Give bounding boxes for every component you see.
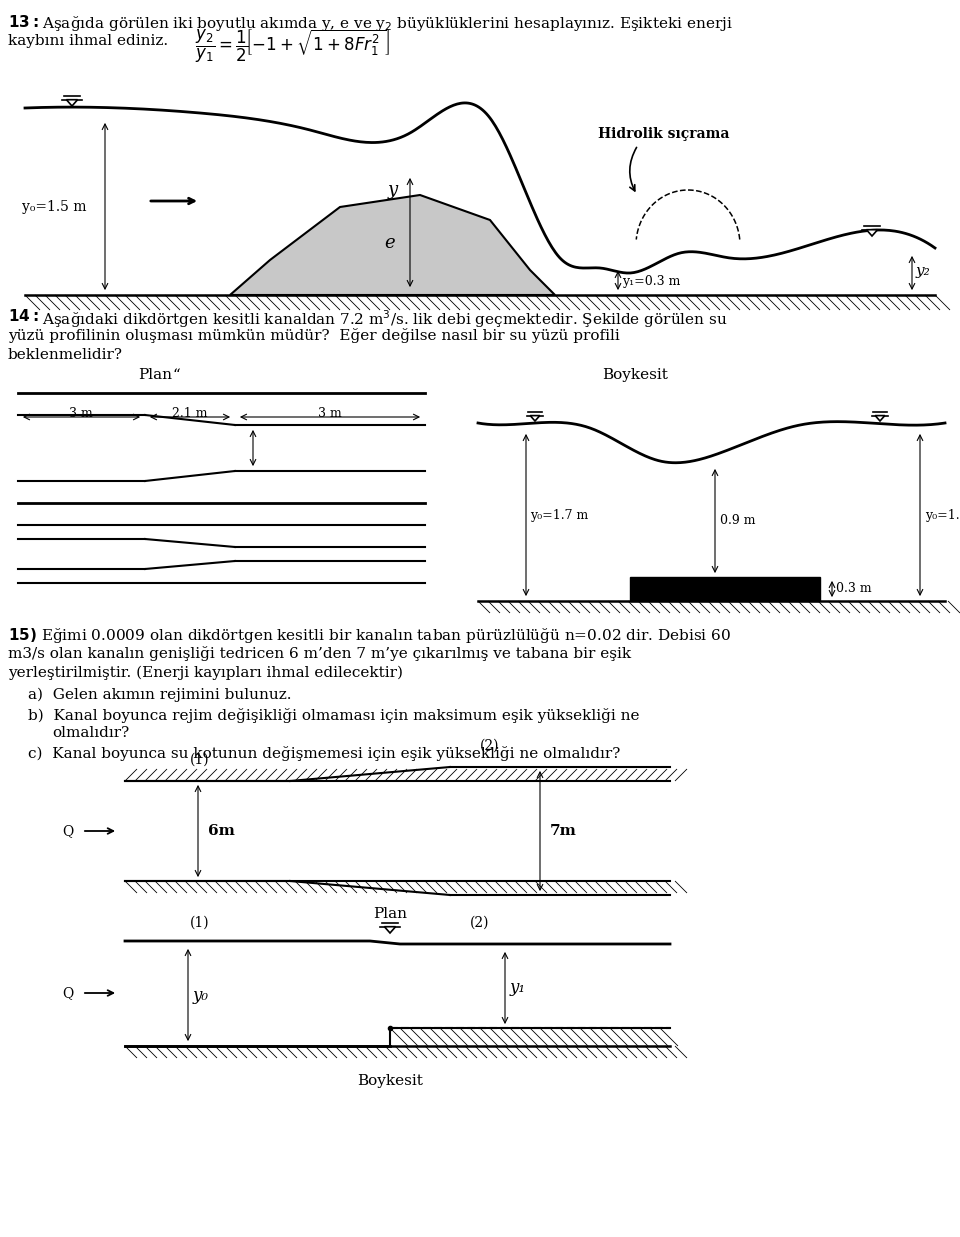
Text: beklenmelidir?: beklenmelidir?	[8, 348, 123, 362]
Text: $\mathbf{14:}$: $\mathbf{14:}$	[8, 308, 38, 324]
Bar	[630, 576, 820, 601]
Text: b)  Kanal boyunca rejim değişikliği olmaması için maksimum eşik yüksekliği ne: b) Kanal boyunca rejim değişikliği olmam…	[28, 708, 639, 722]
Text: y₀: y₀	[193, 987, 209, 1004]
Text: Q: Q	[62, 824, 74, 837]
Text: Hidrolik sıçrama: Hidrolik sıçrama	[598, 127, 730, 141]
Polygon shape	[866, 230, 877, 236]
Text: 6m: 6m	[208, 824, 235, 837]
Text: 0.9 m: 0.9 m	[720, 515, 756, 527]
Text: $\dfrac{y_2}{y_1} = \dfrac{1}{2}\!\left[-1 + \sqrt{1+8Fr_1^2\,}\right]$: $\dfrac{y_2}{y_1} = \dfrac{1}{2}\!\left[…	[195, 28, 390, 66]
Text: y₁: y₁	[510, 980, 526, 997]
Text: $\mathbf{15)}$ Eğimi 0.0009 olan dikdörtgen kesitli bir kanalın taban pürüzlülüğ: $\mathbf{15)}$ Eğimi 0.0009 olan dikdört…	[8, 626, 732, 644]
Text: (2): (2)	[480, 738, 500, 753]
Polygon shape	[384, 927, 396, 933]
Text: “: “	[172, 367, 180, 382]
Text: 3 m: 3 m	[69, 407, 93, 421]
Polygon shape	[66, 100, 78, 106]
Text: (2): (2)	[470, 917, 490, 930]
Polygon shape	[876, 416, 885, 421]
Text: Aşağıdaki dikdörtgen kesitli kanaldan 7.2 m$^3$/s. lik debi geçmektedir. Şekilde: Aşağıdaki dikdörtgen kesitli kanaldan 7.…	[42, 308, 728, 330]
Text: Plan: Plan	[373, 907, 407, 922]
Text: (1): (1)	[190, 917, 210, 930]
Text: y₂: y₂	[916, 263, 931, 278]
Text: a)  Gelen akımın rejimini bulunuz.: a) Gelen akımın rejimini bulunuz.	[28, 688, 292, 703]
Text: 3 m: 3 m	[318, 407, 342, 421]
Text: Boykesit: Boykesit	[602, 367, 668, 382]
Text: yerleştirilmiştir. (Enerji kayıpları ihmal edilecektir): yerleştirilmiştir. (Enerji kayıpları ihm…	[8, 666, 403, 680]
Text: e: e	[385, 234, 396, 252]
Text: y: y	[388, 181, 398, 199]
Text: Plan: Plan	[138, 367, 172, 382]
Text: Boykesit: Boykesit	[357, 1074, 423, 1089]
Text: m3/s olan kanalın genişliği tedricen 6 m’den 7 m’ye çıkarılmış ve tabana bir eşi: m3/s olan kanalın genişliği tedricen 6 m…	[8, 646, 631, 661]
Text: c)  Kanal boyunca su kotunun değişmemesi için eşik yüksekliği ne olmalıdır?: c) Kanal boyunca su kotunun değişmemesi …	[28, 746, 620, 761]
Text: (1): (1)	[190, 753, 210, 767]
Text: Q: Q	[62, 986, 74, 999]
Text: y₀=1.7 m: y₀=1.7 m	[530, 510, 588, 522]
Text: $\mathbf{13:}$: $\mathbf{13:}$	[8, 14, 38, 30]
Text: y₀=1.5 m: y₀=1.5 m	[22, 200, 86, 214]
Text: olmalıdır?: olmalıdır?	[52, 726, 130, 740]
Text: yüzü profilinin oluşması mümkün müdür?  Eğer değilse nasıl bir su yüzü profili: yüzü profilinin oluşması mümkün müdür? E…	[8, 328, 620, 343]
Text: 0.3 m: 0.3 m	[836, 583, 872, 595]
Text: 2.1 m: 2.1 m	[172, 407, 207, 421]
Text: kaybını ihmal ediniz.: kaybını ihmal ediniz.	[8, 33, 168, 48]
Text: y₁=0.3 m: y₁=0.3 m	[622, 275, 681, 287]
Text: Aşağıda görülen iki boyutlu akımda y, e ve y$_2$ büyüklüklerini hesaplayınız. Eş: Aşağıda görülen iki boyutlu akımda y, e …	[42, 14, 732, 33]
Text: 7m: 7m	[550, 824, 577, 837]
Text: y₀=1.7 m: y₀=1.7 m	[925, 510, 960, 522]
Polygon shape	[230, 195, 555, 294]
Polygon shape	[530, 416, 540, 421]
